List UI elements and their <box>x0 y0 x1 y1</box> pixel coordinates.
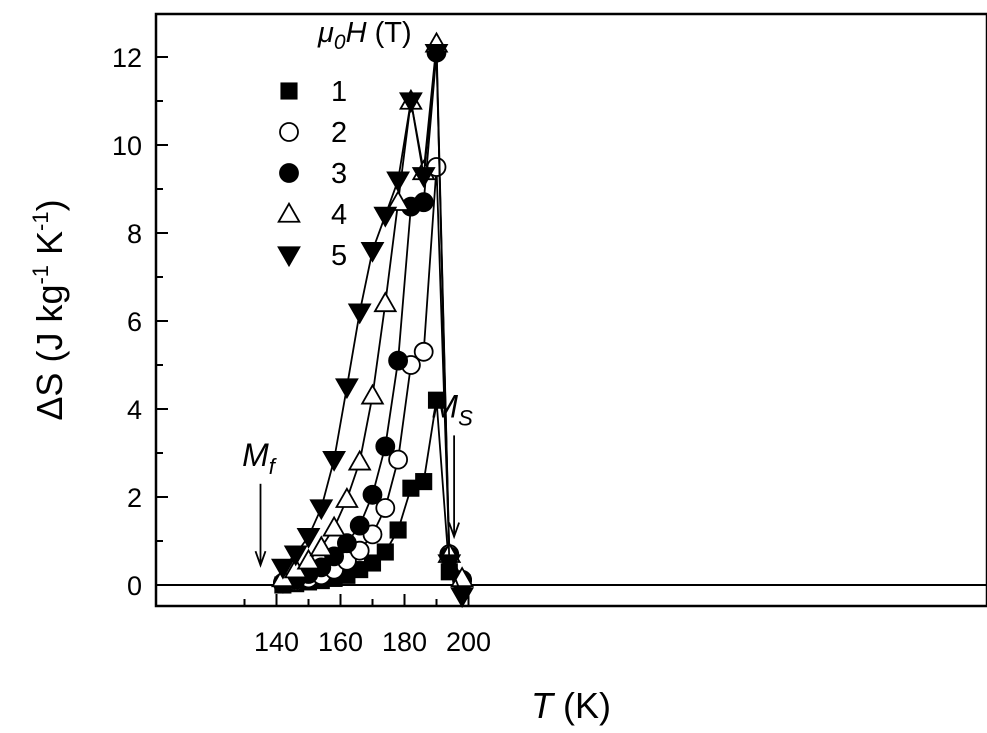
legend-label: 1 <box>331 76 347 108</box>
data-point <box>336 533 357 554</box>
series-layer <box>270 31 475 609</box>
legend-label: 4 <box>331 199 347 231</box>
data-point <box>415 473 433 491</box>
data-point <box>398 92 423 114</box>
series-line <box>282 52 463 597</box>
data-point <box>334 487 359 508</box>
series-5 <box>270 43 475 609</box>
data-point <box>388 449 409 470</box>
data-point <box>362 484 383 505</box>
legend-item-4: 4 <box>277 199 347 231</box>
legend-label: 3 <box>331 158 347 190</box>
annotation-label: Mf <box>242 437 278 479</box>
y-tick-label: 12 <box>112 43 142 73</box>
annotations: Mf MS <box>242 388 473 568</box>
annotation-label: MS <box>431 388 473 430</box>
data-point <box>450 587 475 609</box>
data-point <box>347 303 372 325</box>
data-point <box>424 43 449 65</box>
legend-label: 5 <box>331 240 347 272</box>
data-point <box>375 498 396 518</box>
data-point <box>360 383 385 405</box>
data-point <box>270 558 295 580</box>
y-axis-title: ΔS (J kg-1 K-1) <box>28 199 70 420</box>
data-point <box>389 521 407 539</box>
data-point <box>309 535 334 557</box>
x-axis-title: T (K) <box>531 685 611 726</box>
data-point <box>347 449 372 471</box>
x-tick-label: 140 <box>254 627 299 657</box>
data-point <box>413 341 434 362</box>
y-tick-label: 8 <box>127 219 142 249</box>
legend-item-2: 2 <box>279 117 347 149</box>
legend: μ0H (T) 1 2 3 4 5 <box>277 17 412 272</box>
data-point <box>363 554 382 572</box>
annotation-arrowhead <box>254 550 267 568</box>
data-point <box>376 543 394 561</box>
y-tick-label: 2 <box>127 483 142 513</box>
legend-item-5: 5 <box>277 240 347 272</box>
legend-marker <box>277 201 301 223</box>
y-tick-label: 0 <box>127 571 142 601</box>
data-point <box>322 450 347 472</box>
data-point <box>334 378 359 400</box>
y-tick-label: 10 <box>112 131 142 161</box>
data-point <box>296 548 321 570</box>
data-point <box>322 515 347 537</box>
data-point <box>349 515 370 536</box>
y-tick-label: 4 <box>127 395 142 425</box>
data-point <box>388 350 409 371</box>
data-point <box>386 190 411 211</box>
legend-item-3: 3 <box>279 158 347 190</box>
data-point <box>411 167 436 188</box>
legend-label: 2 <box>331 117 347 149</box>
annotation-arrowhead <box>448 522 460 540</box>
data-point <box>375 436 396 457</box>
series-line <box>282 166 463 585</box>
plot-frame <box>154 12 987 608</box>
x-tick-label: 160 <box>318 627 363 657</box>
annotation-mf: Mf <box>242 437 278 568</box>
legend-item-1: 1 <box>280 76 347 108</box>
data-point <box>296 527 321 549</box>
data-point <box>437 554 462 576</box>
data-point <box>373 206 398 228</box>
legend-marker <box>277 246 301 268</box>
x-tick-label: 180 <box>382 627 427 657</box>
annotation-ms: MS <box>431 388 473 540</box>
legend-marker <box>280 82 298 100</box>
data-point <box>386 171 411 193</box>
y-tick-label: 6 <box>127 307 142 337</box>
data-point <box>413 192 434 213</box>
legend-marker <box>279 163 299 183</box>
data-point <box>373 291 398 313</box>
data-point <box>283 545 308 567</box>
legend-marker <box>279 122 299 142</box>
legend-title: μ0H (T) <box>317 17 412 54</box>
data-point <box>360 241 385 263</box>
x-tick-label: 200 <box>446 627 491 657</box>
data-point <box>309 499 334 521</box>
